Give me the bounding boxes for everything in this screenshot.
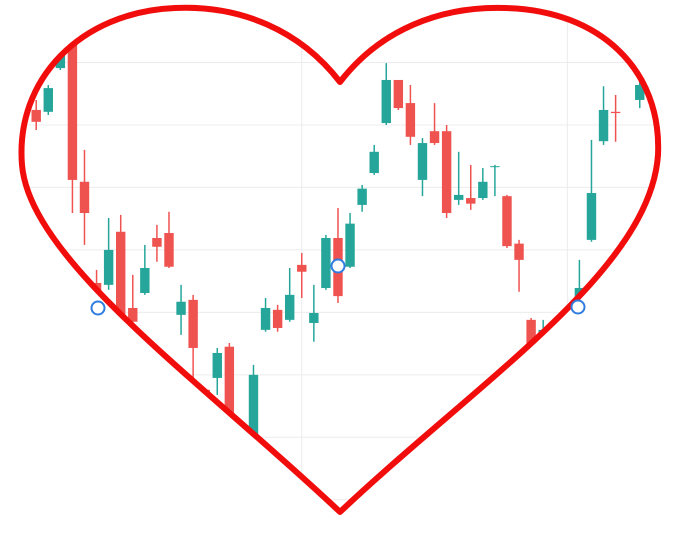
candle-body — [393, 79, 404, 109]
candle-body — [79, 181, 90, 214]
candle-body — [321, 238, 331, 288]
anchor-point[interactable] — [90, 300, 106, 316]
candle-body — [309, 312, 319, 323]
candle-body — [297, 264, 307, 272]
candle-body — [417, 143, 428, 180]
anchor-point[interactable] — [570, 299, 586, 315]
candle-body — [176, 301, 186, 315]
candle-body — [152, 238, 162, 247]
candle-body — [586, 193, 597, 240]
candle-body — [490, 166, 500, 168]
candle-body — [502, 196, 512, 247]
candle-body — [514, 243, 524, 260]
candle-body — [453, 194, 464, 200]
candle-body — [284, 294, 295, 320]
candle-body — [260, 307, 271, 330]
candle-body — [466, 198, 476, 204]
candle-body — [224, 346, 235, 440]
candle-body — [429, 131, 440, 144]
candle-body — [598, 109, 609, 142]
candle-body — [103, 249, 114, 285]
heart-drawing[interactable] — [18, 4, 662, 515]
candle-body — [369, 151, 379, 174]
candle-body — [188, 299, 198, 348]
candle-body — [441, 131, 452, 214]
candle-body — [272, 309, 283, 328]
candle-body — [67, 44, 78, 180]
candle-body — [635, 84, 645, 100]
candle-body — [405, 103, 416, 137]
candle-body — [248, 374, 259, 450]
anchor-point[interactable] — [330, 258, 346, 274]
candle-body — [43, 88, 53, 112]
candle-body — [478, 181, 488, 199]
candle-body — [164, 233, 174, 267]
candle-body — [345, 223, 355, 267]
candle-body — [116, 231, 126, 322]
candle-body — [31, 109, 41, 122]
candle-body — [236, 437, 247, 450]
candle-body — [140, 267, 150, 293]
candle-body — [357, 188, 367, 205]
candle-body — [610, 111, 621, 114]
candle-body — [381, 79, 391, 124]
candle-body — [128, 307, 138, 322]
candle-body — [212, 352, 222, 378]
